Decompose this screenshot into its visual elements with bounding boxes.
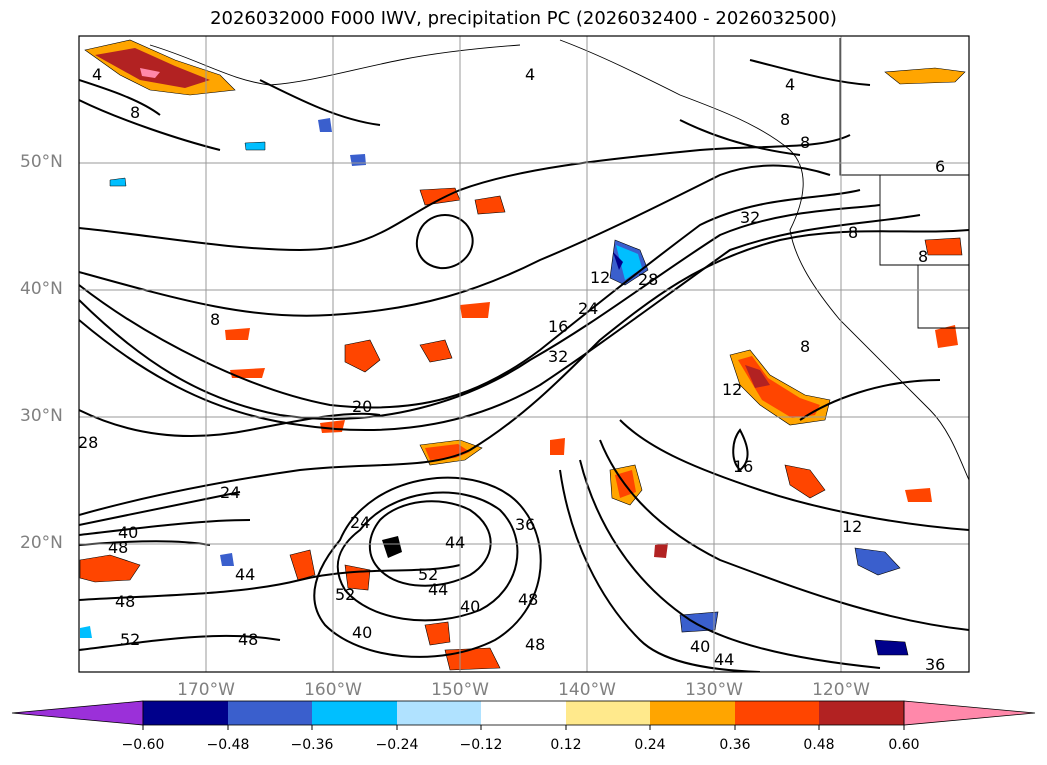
latitude-label: 30°N: [20, 406, 63, 426]
longitude-label: 170°W: [177, 680, 235, 700]
colorbar-swatch: [650, 701, 735, 725]
latitude-label: 50°N: [20, 152, 63, 172]
contour-label: 44: [235, 565, 255, 584]
colorbar-tick-label: −0.48: [206, 737, 250, 753]
contour-label: 52: [120, 630, 140, 649]
contour-label: 16: [548, 317, 568, 336]
colorbar-over-extension: [903, 700, 1036, 726]
colorbar-tick-label: 0.36: [719, 737, 751, 753]
contour-label: 8: [800, 133, 810, 152]
colorbar-tick-label: 0.24: [634, 737, 666, 753]
contour-label: 32: [548, 347, 568, 366]
longitude-label: 130°W: [685, 680, 743, 700]
iwv-contours: [79, 59, 969, 672]
contour-label: 20: [352, 397, 372, 416]
colorbar-swatch: [566, 701, 650, 725]
contour-label: 52: [418, 565, 438, 584]
contour-label: 16: [733, 457, 753, 476]
map-title: 2026032000 F000 IWV, precipitation PC (2…: [210, 8, 837, 29]
colorbar-swatch: [819, 701, 904, 725]
colorbar-tick-label: 0.48: [803, 737, 835, 753]
contour-label: 48: [115, 592, 135, 611]
contour-label: 48: [238, 630, 258, 649]
contour-label: 24: [350, 513, 370, 532]
contour-label: 44: [445, 533, 465, 552]
longitude-label: 120°W: [812, 680, 870, 700]
contour-label: 48: [518, 590, 538, 609]
colorbar-tick-label: −0.60: [121, 737, 165, 753]
contour-label: 4: [92, 65, 102, 84]
colorbar-tick-label: −0.24: [375, 737, 419, 753]
contour-label: 28: [78, 433, 98, 452]
contour-label: 48: [108, 538, 128, 557]
map-frame: [78, 35, 970, 673]
latitude-label: 20°N: [20, 533, 63, 553]
colorbar-under-extension: [11, 700, 144, 726]
contour-labels: 4 8 8 4 4 8 8 6 8 8 12 16 24 28 32 32 8 …: [78, 65, 945, 674]
contour-label: 8: [918, 247, 928, 266]
colorbar-swatch: [481, 701, 566, 725]
colorbar-swatch: [735, 701, 819, 725]
contour-label: 8: [800, 337, 810, 356]
colorbar-swatch: [312, 701, 397, 725]
contour-label: 8: [780, 110, 790, 129]
contour-label: 36: [515, 515, 535, 534]
map-background: [79, 36, 969, 672]
latitude-label: 40°N: [20, 279, 63, 299]
contour-label: 40: [352, 623, 372, 642]
colorbar-tick-label: −0.36: [290, 737, 334, 753]
precipitation-areas: [79, 39, 966, 671]
contour-label: 52: [335, 585, 355, 604]
contour-label: 12: [722, 380, 742, 399]
contour-label: 44: [714, 650, 734, 669]
contour-label: 8: [210, 310, 220, 329]
contour-label: 4: [525, 65, 535, 84]
longitude-label: 150°W: [431, 680, 489, 700]
contour-label: 40: [460, 597, 480, 616]
colorbar-tick-label: −0.12: [459, 737, 503, 753]
contour-label: 8: [130, 103, 140, 122]
contour-label: 6: [935, 157, 945, 176]
contour-label: 4: [785, 75, 795, 94]
colorbar-swatch: [397, 701, 481, 725]
contour-label: 8: [848, 223, 858, 242]
contour-label: 44: [428, 580, 448, 599]
contour-label: 48: [525, 635, 545, 654]
contour-label: 12: [590, 268, 610, 287]
longitude-label: 140°W: [558, 680, 616, 700]
contour-label: 32: [740, 208, 760, 227]
contour-label: 24: [578, 299, 598, 318]
contour-label: 28: [638, 270, 658, 289]
contour-label: 24: [220, 483, 240, 502]
colorbar-outline: [142, 700, 905, 726]
colorbar-swatch: [228, 701, 312, 725]
colorbar-tick-label: 0.60: [888, 737, 920, 753]
longitude-label: 160°W: [304, 680, 362, 700]
contour-label: 40: [118, 523, 138, 542]
contour-label: 12: [842, 517, 862, 536]
colorbar: [11, 700, 1036, 730]
colorbar-swatch: [143, 701, 228, 725]
colorbar-tick-label: 0.12: [550, 737, 582, 753]
graticule: [79, 36, 969, 672]
contour-label: 36: [925, 655, 945, 674]
contour-label: 40: [690, 637, 710, 656]
